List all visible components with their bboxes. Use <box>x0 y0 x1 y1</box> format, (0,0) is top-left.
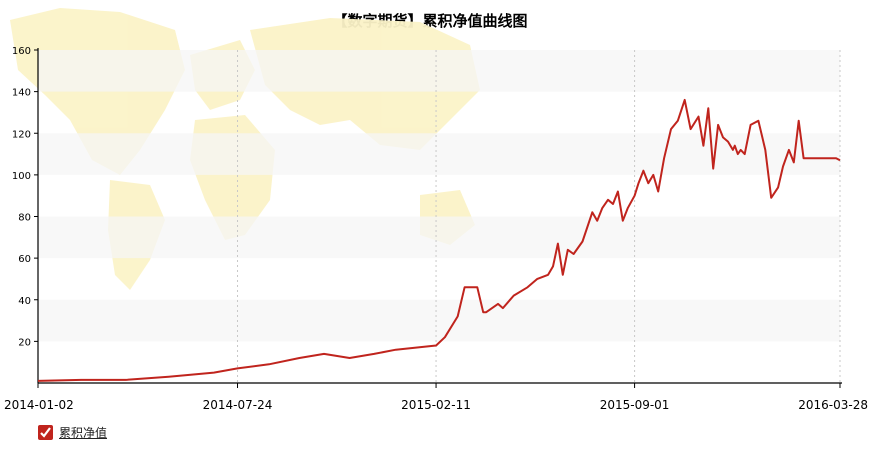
grid-band <box>38 216 840 259</box>
y-tick-label: 40 <box>18 296 31 307</box>
y-tick-label: 60 <box>18 254 31 265</box>
series-line-cumulative-nav <box>37 98 841 382</box>
x-tick-label: 2014-01-02 <box>4 398 74 412</box>
grid-band <box>38 133 840 175</box>
x-tick-label: 2015-09-01 <box>600 398 670 412</box>
grid-band <box>38 299 840 342</box>
legend-item[interactable]: 累积净值 <box>38 424 107 441</box>
y-tick-label: 100 <box>12 171 31 182</box>
x-tick-label: 2015-02-11 <box>401 398 471 412</box>
y-tick-label: 140 <box>12 88 31 99</box>
x-tick-label: 2016-03-28 <box>798 398 868 412</box>
checkbox-icon[interactable] <box>38 425 53 440</box>
x-tick-label: 2014-07-24 <box>203 398 273 412</box>
chart-plot: 20 40 60 80 100 120 140 160 2014-01-02 2014-07-24… <box>4 8 868 412</box>
legend-label: 累积净值 <box>59 426 108 440</box>
y-tick-label: 20 <box>18 337 31 348</box>
grid-band <box>38 50 840 92</box>
y-tick-label: 80 <box>18 213 31 224</box>
y-tick-label: 120 <box>12 129 31 140</box>
y-tick-label: 160 <box>12 46 31 57</box>
